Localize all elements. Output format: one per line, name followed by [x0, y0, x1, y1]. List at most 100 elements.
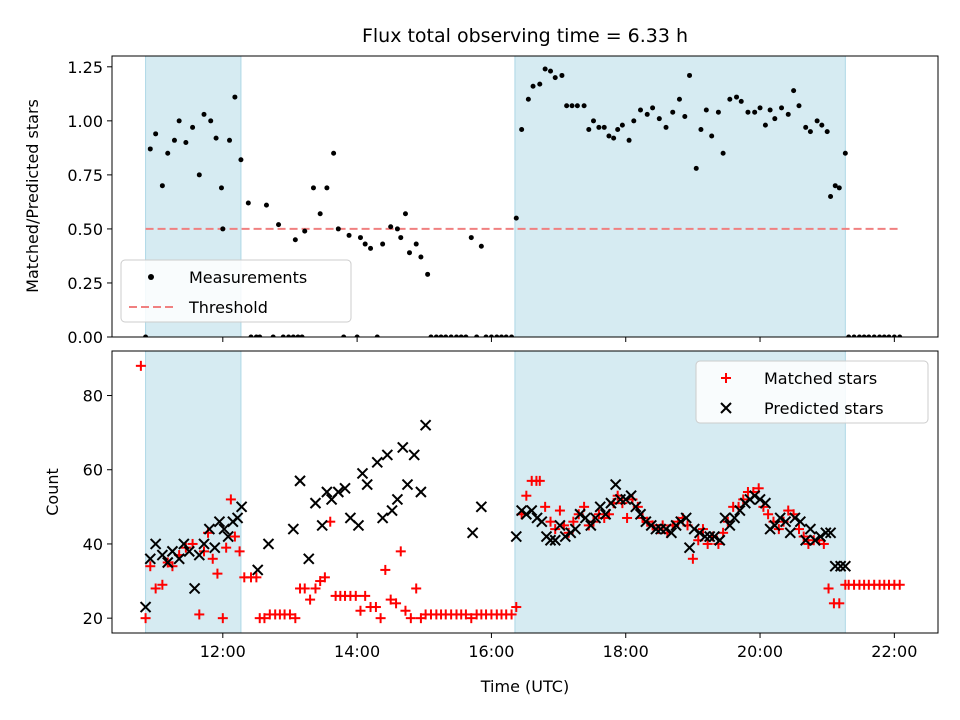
data-point — [331, 150, 337, 156]
data-point — [568, 516, 579, 527]
data-point — [798, 531, 809, 542]
data-point — [362, 241, 368, 247]
data-point — [466, 527, 479, 539]
data-point — [339, 482, 351, 494]
data-point — [767, 107, 773, 113]
data-point — [586, 126, 592, 132]
legend-label: Predicted stars — [764, 399, 884, 418]
data-point — [143, 334, 149, 337]
data-point — [537, 81, 543, 87]
data-point — [734, 504, 746, 517]
legend-box — [695, 360, 929, 424]
data-point — [193, 549, 206, 561]
data-point — [785, 111, 791, 117]
x-tick-label: 12:00 — [200, 642, 246, 661]
data-point — [804, 523, 817, 535]
data-point — [665, 527, 678, 539]
data-point — [183, 139, 189, 145]
data-point — [398, 235, 404, 241]
data-point — [178, 538, 190, 550]
data-point — [400, 605, 411, 616]
x-tick-label: 20:00 — [737, 642, 783, 661]
data-point — [494, 334, 500, 337]
data-point — [796, 103, 802, 109]
data-point — [354, 334, 360, 337]
data-point — [225, 494, 236, 505]
data-point — [856, 334, 862, 337]
y-tick-label: 0.75 — [67, 166, 103, 185]
data-point — [478, 243, 484, 249]
data-point — [401, 478, 414, 491]
data-point — [772, 116, 778, 122]
axes-frame — [111, 350, 939, 634]
data-point — [620, 493, 632, 506]
data-point — [644, 111, 650, 117]
data-point — [579, 512, 592, 524]
top-panel: 0.00 0.25 0.50 0.75 1.00 1.25 Measurements Thre… — [67, 55, 939, 347]
data-point — [503, 334, 509, 337]
data-point — [411, 583, 422, 594]
data-point — [207, 553, 218, 564]
data-point — [257, 334, 263, 337]
data-point — [774, 512, 786, 524]
data-point — [356, 467, 369, 480]
data-point — [698, 126, 704, 132]
data-point — [590, 118, 596, 124]
data-point — [814, 530, 827, 543]
data-point — [443, 334, 449, 337]
data-point — [630, 501, 642, 513]
data-point — [361, 478, 373, 491]
data-point — [498, 334, 504, 337]
data-point — [738, 494, 749, 505]
data-point — [520, 508, 533, 520]
data-point — [510, 530, 522, 543]
data-point — [891, 334, 897, 337]
data-point — [650, 523, 662, 535]
data-point — [157, 579, 168, 590]
data-point — [759, 497, 772, 509]
data-point — [209, 541, 221, 554]
y-tick-label: 40 — [83, 535, 103, 554]
data-point — [321, 486, 333, 498]
data-point — [897, 334, 903, 337]
data-point — [428, 334, 434, 337]
data-point — [290, 613, 301, 624]
data-point — [310, 185, 316, 191]
data-point — [719, 512, 731, 524]
data-point — [799, 534, 812, 546]
x-tick-label: 22:00 — [871, 642, 917, 661]
data-point — [631, 118, 637, 124]
data-point — [415, 486, 427, 498]
data-point — [670, 109, 676, 115]
data-point — [820, 527, 832, 539]
data-point — [270, 334, 276, 337]
data-point — [194, 609, 205, 620]
data-point — [682, 114, 688, 120]
data-point — [640, 515, 652, 528]
legend-marker-measurements — [148, 274, 154, 280]
data-point — [438, 334, 444, 337]
data-point — [262, 538, 275, 550]
data-point — [544, 534, 557, 546]
data-point — [468, 235, 474, 241]
data-point — [650, 105, 656, 111]
data-point — [506, 609, 517, 620]
data-point — [894, 579, 905, 590]
data-point — [564, 103, 570, 109]
data-point — [683, 541, 696, 554]
data-point — [656, 116, 662, 122]
data-point — [324, 185, 330, 191]
data-point — [552, 75, 558, 81]
data-point — [794, 515, 807, 528]
data-point — [693, 527, 706, 539]
data-point — [687, 553, 698, 564]
data-point — [380, 564, 391, 575]
data-point — [676, 96, 682, 102]
data-point — [458, 334, 464, 337]
data-point — [203, 523, 216, 535]
data-point — [309, 497, 322, 509]
x-axis-label: Time (UTC) — [480, 677, 569, 696]
data-point — [355, 605, 366, 616]
axes-frame — [111, 55, 939, 338]
data-point — [842, 150, 848, 156]
